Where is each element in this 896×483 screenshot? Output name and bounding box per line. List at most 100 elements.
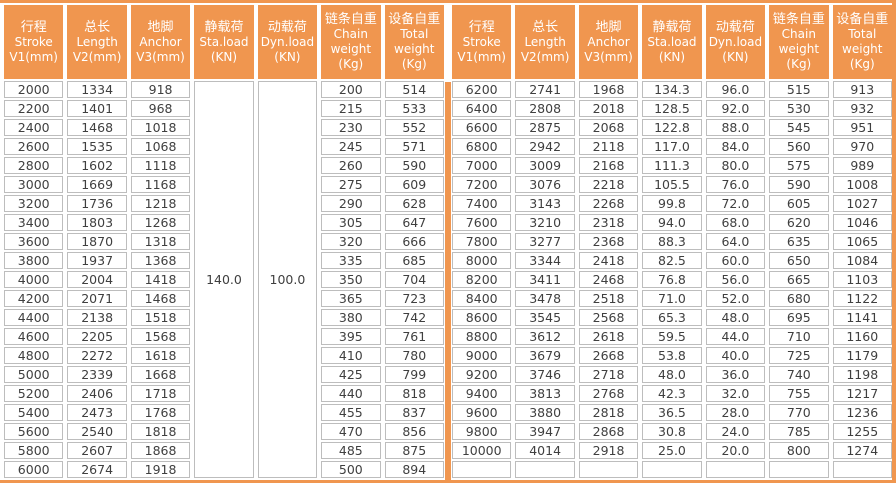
table-cell: 2800 [4, 157, 64, 174]
table-cell: 1768 [130, 404, 191, 421]
table-cell: 260 [321, 157, 381, 174]
table-cell: 4000 [4, 271, 64, 288]
table-cell: 6800 [452, 138, 512, 155]
table-row: 9400 3813 2768 42.3 32.0 755 1217 [452, 385, 892, 402]
table-cell: 3545 [515, 309, 575, 326]
table-cell: 2018 [578, 100, 639, 117]
table-cell: 24.0 [705, 423, 766, 440]
table-cell: 1818 [130, 423, 191, 440]
table-cell: 3344 [515, 252, 575, 269]
table-cell: 134.3 [642, 81, 702, 98]
table-cell: 2668 [578, 347, 639, 364]
table-row: 7000 3009 2168 111.3 80.0 575 989 [452, 157, 892, 174]
table-cell: 875 [384, 442, 444, 459]
table-cell: 9400 [452, 385, 512, 402]
table-row: 6600 2875 2068 122.8 88.0 545 951 [452, 119, 892, 136]
table-cell: 25.0 [642, 442, 702, 459]
table-cell: 1918 [130, 461, 191, 478]
table-cell: 52.0 [705, 290, 766, 307]
spec-table-left: 行程 Stroke V1(mm) 总长 Length V2(mm) 地脚 Anchor V3(m… [0, 3, 448, 480]
table-cell: 290 [321, 195, 381, 212]
group-divider [445, 82, 451, 480]
column-header-3: 静载荷 Sta.load (KN) [642, 5, 702, 79]
table-cell: 48.0 [642, 366, 702, 383]
table-row: 5600 2540 1818 470 856 [4, 423, 444, 440]
table-cell: 7200 [452, 176, 512, 193]
table-cell: 2205 [67, 328, 127, 345]
column-header-2: 地脚 Anchor V3(mm) [578, 5, 639, 79]
table-cell: 2000 [4, 81, 64, 98]
column-header-5: 链条自重 Chain weight (Kg) [769, 5, 829, 79]
column-header-4: 动载荷 Dyn.load (KN) [257, 5, 318, 79]
table-row: 3200 1736 1218 290 628 [4, 195, 444, 212]
table-cell: 440 [321, 385, 381, 402]
table-cell: 1668 [130, 366, 191, 383]
dyn-load-merged-cell: 100.0 [257, 81, 318, 478]
table-row: 9000 3679 2668 53.8 40.0 725 1179 [452, 347, 892, 364]
table-row: 8400 3478 2518 71.0 52.0 680 1122 [452, 290, 892, 307]
column-header-4: 动载荷 Dyn.load (KN) [705, 5, 766, 79]
table-cell: 635 [769, 233, 829, 250]
table-cell: 665 [769, 271, 829, 288]
table-cell: 533 [384, 100, 444, 117]
table-cell: 2272 [67, 347, 127, 364]
table-cell: 2600 [4, 138, 64, 155]
table-cell: 215 [321, 100, 381, 117]
table-cell: 8800 [452, 328, 512, 345]
table-cell: 2468 [578, 271, 639, 288]
table-cell: 2268 [578, 195, 639, 212]
table-row: 5200 2406 1718 440 818 [4, 385, 444, 402]
table-cell: 685 [384, 252, 444, 269]
table-cell: 9600 [452, 404, 512, 421]
table-cell: 84.0 [705, 138, 766, 155]
table-cell: 2004 [67, 271, 127, 288]
table-cell: 3009 [515, 157, 575, 174]
table-cell: 4014 [515, 442, 575, 459]
table-cell: 1141 [832, 309, 892, 326]
table-cell: 2200 [4, 100, 64, 117]
table-cell: 514 [384, 81, 444, 98]
table-cell: 755 [769, 385, 829, 402]
table-row: 10000 4014 2918 25.0 20.0 800 1274 [452, 442, 892, 459]
table-cell: 2406 [67, 385, 127, 402]
table-cell: 36.5 [642, 404, 702, 421]
table-row: 4400 2138 1518 380 742 [4, 309, 444, 326]
table-cell: 1018 [130, 119, 191, 136]
table-cell: 800 [769, 442, 829, 459]
table-cell: 455 [321, 404, 381, 421]
table-cell: 2400 [4, 119, 64, 136]
table-row: 8800 3612 2618 59.5 44.0 710 1160 [452, 328, 892, 345]
table-cell: 3000 [4, 176, 64, 193]
table-cell: 1602 [67, 157, 127, 174]
table-body-right: 6200 2741 1968 134.3 96.0 515 913 6400 2808 2018 1… [452, 81, 892, 478]
table-cell: 2368 [578, 233, 639, 250]
table-row: 3400 1803 1268 305 647 [4, 214, 444, 231]
table-cell: 82.5 [642, 252, 702, 269]
table-cell [769, 461, 829, 478]
table-cell: 3210 [515, 214, 575, 231]
table-cell: 2339 [67, 366, 127, 383]
table-cell: 56.0 [705, 271, 766, 288]
table-cell: 335 [321, 252, 381, 269]
table-cell: 1179 [832, 347, 892, 364]
table-cell: 10000 [452, 442, 512, 459]
table-cell: 2618 [578, 328, 639, 345]
table-cell: 2868 [578, 423, 639, 440]
table-cell: 320 [321, 233, 381, 250]
table-cell: 65.3 [642, 309, 702, 326]
table-cell: 2418 [578, 252, 639, 269]
table-cell: 1334 [67, 81, 127, 98]
table-cell: 560 [769, 138, 829, 155]
table-cell: 7800 [452, 233, 512, 250]
table-cell: 1198 [832, 366, 892, 383]
table-cell: 1418 [130, 271, 191, 288]
table-cell: 99.8 [642, 195, 702, 212]
table-cell: 28.0 [705, 404, 766, 421]
table-cell: 856 [384, 423, 444, 440]
table-cell: 59.5 [642, 328, 702, 345]
column-header-3: 静载荷 Sta.load (KN) [194, 5, 254, 79]
right-frame-border [892, 3, 896, 480]
table-cell: 3411 [515, 271, 575, 288]
table-cell: 742 [384, 309, 444, 326]
table-cell: 3400 [4, 214, 64, 231]
